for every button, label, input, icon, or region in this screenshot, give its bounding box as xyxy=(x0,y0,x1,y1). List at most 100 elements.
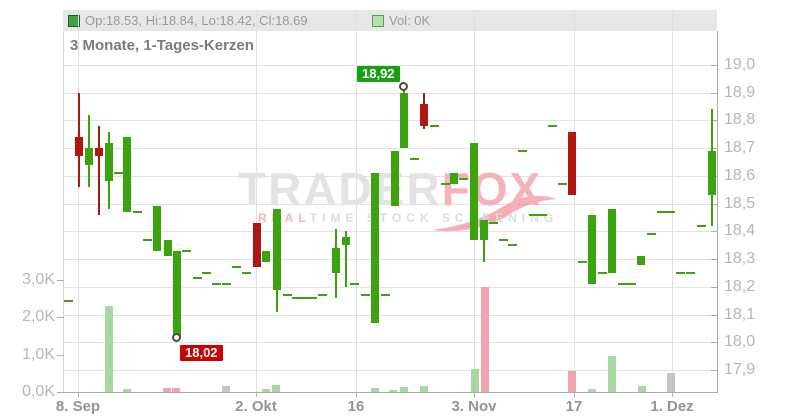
volume-bar xyxy=(222,386,230,392)
date-gridline xyxy=(78,10,79,392)
candle-up xyxy=(637,256,645,265)
doji-candle xyxy=(292,297,301,299)
price-axis-tick xyxy=(711,259,718,260)
doji-candle xyxy=(410,158,419,160)
candle-up xyxy=(342,237,350,245)
volume-axis-tick xyxy=(57,392,64,393)
date-tick-label: 1. Dez xyxy=(650,398,694,415)
volume-tick-label: 3,0K xyxy=(22,271,55,288)
price-axis-tick xyxy=(711,287,718,288)
doji-candle xyxy=(598,272,607,274)
candle-up xyxy=(164,240,172,256)
doji-candle xyxy=(318,294,327,296)
ohlc-legend-swatch-icon xyxy=(68,15,80,27)
volume-bar xyxy=(568,371,576,392)
candle-up xyxy=(273,209,281,290)
date-gridline xyxy=(574,10,575,392)
low-marker-circle xyxy=(172,333,181,342)
price-axis-tick xyxy=(711,231,718,232)
price-gridline xyxy=(63,342,717,343)
price-tick-label: 18,7 xyxy=(724,139,756,156)
doji-candle xyxy=(350,283,359,285)
doji-candle xyxy=(143,239,152,241)
price-gridline xyxy=(63,231,717,232)
candle-up xyxy=(105,143,113,181)
candle-up xyxy=(123,137,131,212)
price-tick-label: 18,1 xyxy=(724,306,756,323)
volume-bar xyxy=(667,373,675,392)
doji-candle xyxy=(508,244,517,246)
candle-wick xyxy=(98,126,100,215)
doji-candle xyxy=(308,297,317,299)
doji-candle xyxy=(578,261,587,263)
price-tick-label: 18,2 xyxy=(724,278,756,295)
candle-up xyxy=(371,173,379,323)
candle-up xyxy=(470,143,478,240)
candle-down xyxy=(95,148,103,156)
doji-candle xyxy=(499,239,508,241)
price-gridline xyxy=(63,120,717,121)
candle-up xyxy=(262,251,270,262)
candle-up xyxy=(153,206,161,251)
price-tick-label: 18,8 xyxy=(724,111,756,128)
high-marker-circle xyxy=(399,82,408,91)
doji-candle xyxy=(489,222,498,224)
traderfox-watermark: TRADERFOX REALTIME STOCK SCREENING xyxy=(238,163,556,232)
doji-candle xyxy=(657,211,666,213)
price-tick-label: 18,4 xyxy=(724,222,756,239)
price-tick-label: 19,0 xyxy=(724,56,756,73)
price-gridline xyxy=(63,259,717,260)
doji-candle xyxy=(283,294,292,296)
volume-bar xyxy=(481,287,489,392)
doji-candle xyxy=(381,294,390,296)
doji-candle xyxy=(558,183,567,185)
price-tick-label: 18,0 xyxy=(724,333,756,350)
doji-candle xyxy=(529,214,538,216)
candle-down xyxy=(568,132,576,195)
doji-candle xyxy=(647,233,656,235)
price-gridline xyxy=(63,287,717,288)
volume-tick-label: 1,0K xyxy=(22,346,55,363)
candle-wick xyxy=(345,231,347,287)
doji-candle xyxy=(441,183,450,185)
volume-legend-swatch-icon xyxy=(372,15,384,27)
volume-axis-tick xyxy=(57,355,64,356)
doji-candle xyxy=(548,125,557,127)
doji-candle xyxy=(627,283,636,285)
volume-bar xyxy=(262,389,270,392)
candle-up xyxy=(332,248,340,273)
doji-candle xyxy=(430,125,439,127)
watermark-subtitle: REALTIME STOCK SCREENING xyxy=(258,212,558,224)
date-tick-label: 16 xyxy=(347,398,365,415)
volume-bar xyxy=(172,388,180,392)
candle-up xyxy=(588,215,596,284)
volume-bar xyxy=(123,389,131,392)
volume-bar xyxy=(105,306,113,392)
watermark-fox-text: FOX xyxy=(441,163,543,215)
date-gridline xyxy=(256,10,257,392)
price-gridline xyxy=(63,65,717,66)
watermark-subtitle-rest: TIME STOCK SCREENING xyxy=(309,211,559,225)
candle-down xyxy=(253,223,261,267)
price-tick-label: 18,6 xyxy=(724,167,756,184)
volume-bar xyxy=(588,389,596,392)
volume-bar xyxy=(163,388,171,392)
date-axis-tick xyxy=(356,392,357,397)
price-axis-tick xyxy=(711,342,718,343)
doji-candle xyxy=(114,172,123,174)
candle-up xyxy=(173,251,181,337)
candle-down xyxy=(420,104,428,126)
chart-title: 3 Monate, 1-Tages-Kerzen xyxy=(70,37,254,54)
date-gridline xyxy=(356,10,357,392)
date-tick-label: 8. Sep xyxy=(55,398,101,415)
volume-axis-tick xyxy=(57,280,64,281)
doji-candle xyxy=(666,211,675,213)
doji-candle xyxy=(686,272,695,274)
price-gridline xyxy=(63,204,717,205)
watermark-subtitle-accent: REAL xyxy=(258,211,310,225)
volume-bar xyxy=(400,387,408,392)
price-tick-label: 17,9 xyxy=(724,361,756,378)
volume-bar xyxy=(471,369,479,392)
